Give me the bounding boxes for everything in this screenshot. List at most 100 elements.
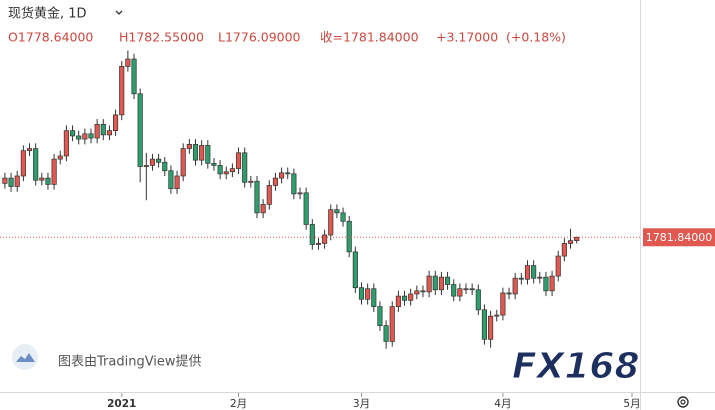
candle-body	[156, 158, 162, 163]
candle-body	[235, 152, 242, 169]
x-tick-label: 3月	[353, 398, 370, 410]
candle-body	[14, 175, 20, 187]
candle-body	[82, 133, 88, 140]
candle-body	[309, 224, 315, 245]
candle-body	[137, 93, 143, 167]
symbol-title: 现货黄金, 1D	[8, 6, 87, 22]
settings-gear-hole[interactable]	[680, 399, 686, 405]
last-price-label: 1781.84000	[646, 231, 712, 244]
candle-body	[8, 177, 14, 187]
candle-body	[358, 287, 365, 300]
watermark-icon-shape	[16, 353, 35, 362]
candle-body	[340, 212, 346, 222]
candle-body	[180, 148, 186, 177]
candle-body	[322, 234, 328, 244]
candle-body	[395, 295, 401, 307]
candle-body	[45, 177, 51, 185]
candle-body	[352, 251, 358, 289]
candle-body	[506, 292, 512, 295]
candle-body	[543, 276, 549, 292]
candle-body	[451, 284, 457, 297]
candle-body	[69, 130, 76, 137]
candle-body	[211, 162, 217, 166]
settings-gear[interactable]	[677, 396, 689, 408]
legend-close: 收=1781.84000	[320, 30, 419, 45]
candle-body	[315, 243, 322, 245]
candle-body	[475, 289, 481, 311]
candle-body	[567, 240, 574, 244]
candle-body	[389, 306, 395, 342]
candle-body	[574, 236, 580, 241]
candle-body	[88, 133, 94, 139]
x-tick-label: 2月	[230, 398, 247, 410]
candle-body	[242, 152, 248, 183]
candle-body	[149, 158, 156, 166]
candle-body	[186, 144, 192, 149]
candle-body	[229, 168, 235, 173]
x-tick-label: 2021	[107, 398, 136, 410]
candle-body	[285, 172, 291, 175]
candle-body	[57, 155, 63, 160]
settings-icon[interactable]	[677, 396, 689, 408]
candle-body	[106, 130, 112, 136]
candle-body	[119, 66, 125, 116]
candle-body	[162, 161, 168, 172]
candle-body	[371, 288, 377, 307]
candle-body	[408, 293, 414, 301]
candle-body	[414, 290, 420, 295]
candle-body	[2, 177, 8, 184]
watermark-text: 图表由TradingView提供	[58, 354, 202, 370]
candle-body	[432, 275, 438, 291]
fx168-logo: FX168	[512, 346, 640, 387]
candle-body	[457, 288, 463, 297]
candle-body	[328, 209, 334, 236]
candle-body	[51, 158, 57, 185]
x-tick-label: 5月	[623, 398, 640, 410]
candle-body	[463, 288, 469, 291]
candle-body	[549, 275, 555, 292]
legend-low: L1776.09000	[218, 30, 301, 45]
candle-body	[113, 114, 119, 132]
watermark: 图表由TradingView提供	[12, 344, 202, 370]
candle-body	[438, 276, 444, 291]
candle-body	[561, 243, 567, 257]
candle-body	[555, 255, 561, 277]
candle-body	[297, 192, 303, 195]
candle-body	[383, 325, 389, 342]
candle-body	[303, 192, 309, 225]
candle-body	[426, 275, 432, 293]
candle-body	[365, 288, 371, 300]
candle-body	[279, 172, 285, 179]
interval-chevron[interactable]	[115, 10, 123, 15]
candle-body	[143, 165, 149, 167]
last-price-box	[643, 228, 715, 247]
candle-body	[512, 277, 518, 295]
candle-body	[272, 177, 278, 186]
candle-body	[445, 276, 451, 285]
legend-high: H1782.55000	[119, 30, 204, 45]
candle-body	[131, 58, 137, 95]
candle-body	[205, 145, 211, 164]
candle-body	[518, 277, 524, 280]
candle-body	[260, 204, 266, 214]
candle-body	[76, 135, 82, 140]
candle-body	[63, 130, 69, 157]
candle-body	[168, 170, 174, 189]
legend-open: O1778.64000	[8, 30, 93, 45]
candle-body	[291, 173, 297, 195]
candle-body	[531, 265, 537, 279]
candle-body	[125, 58, 131, 67]
candle-body	[192, 144, 199, 161]
candle-body	[524, 265, 531, 280]
x-tick-label: 4月	[494, 398, 511, 410]
candle-body	[377, 306, 383, 326]
candle-body	[100, 123, 106, 136]
legend-change-pct: (+0.18%)	[506, 30, 566, 45]
candle-body	[481, 309, 488, 340]
candle-body	[94, 123, 100, 139]
candle-body	[500, 292, 506, 316]
candle-body	[217, 165, 223, 175]
candle-body	[39, 177, 45, 181]
candle-body	[334, 209, 340, 214]
